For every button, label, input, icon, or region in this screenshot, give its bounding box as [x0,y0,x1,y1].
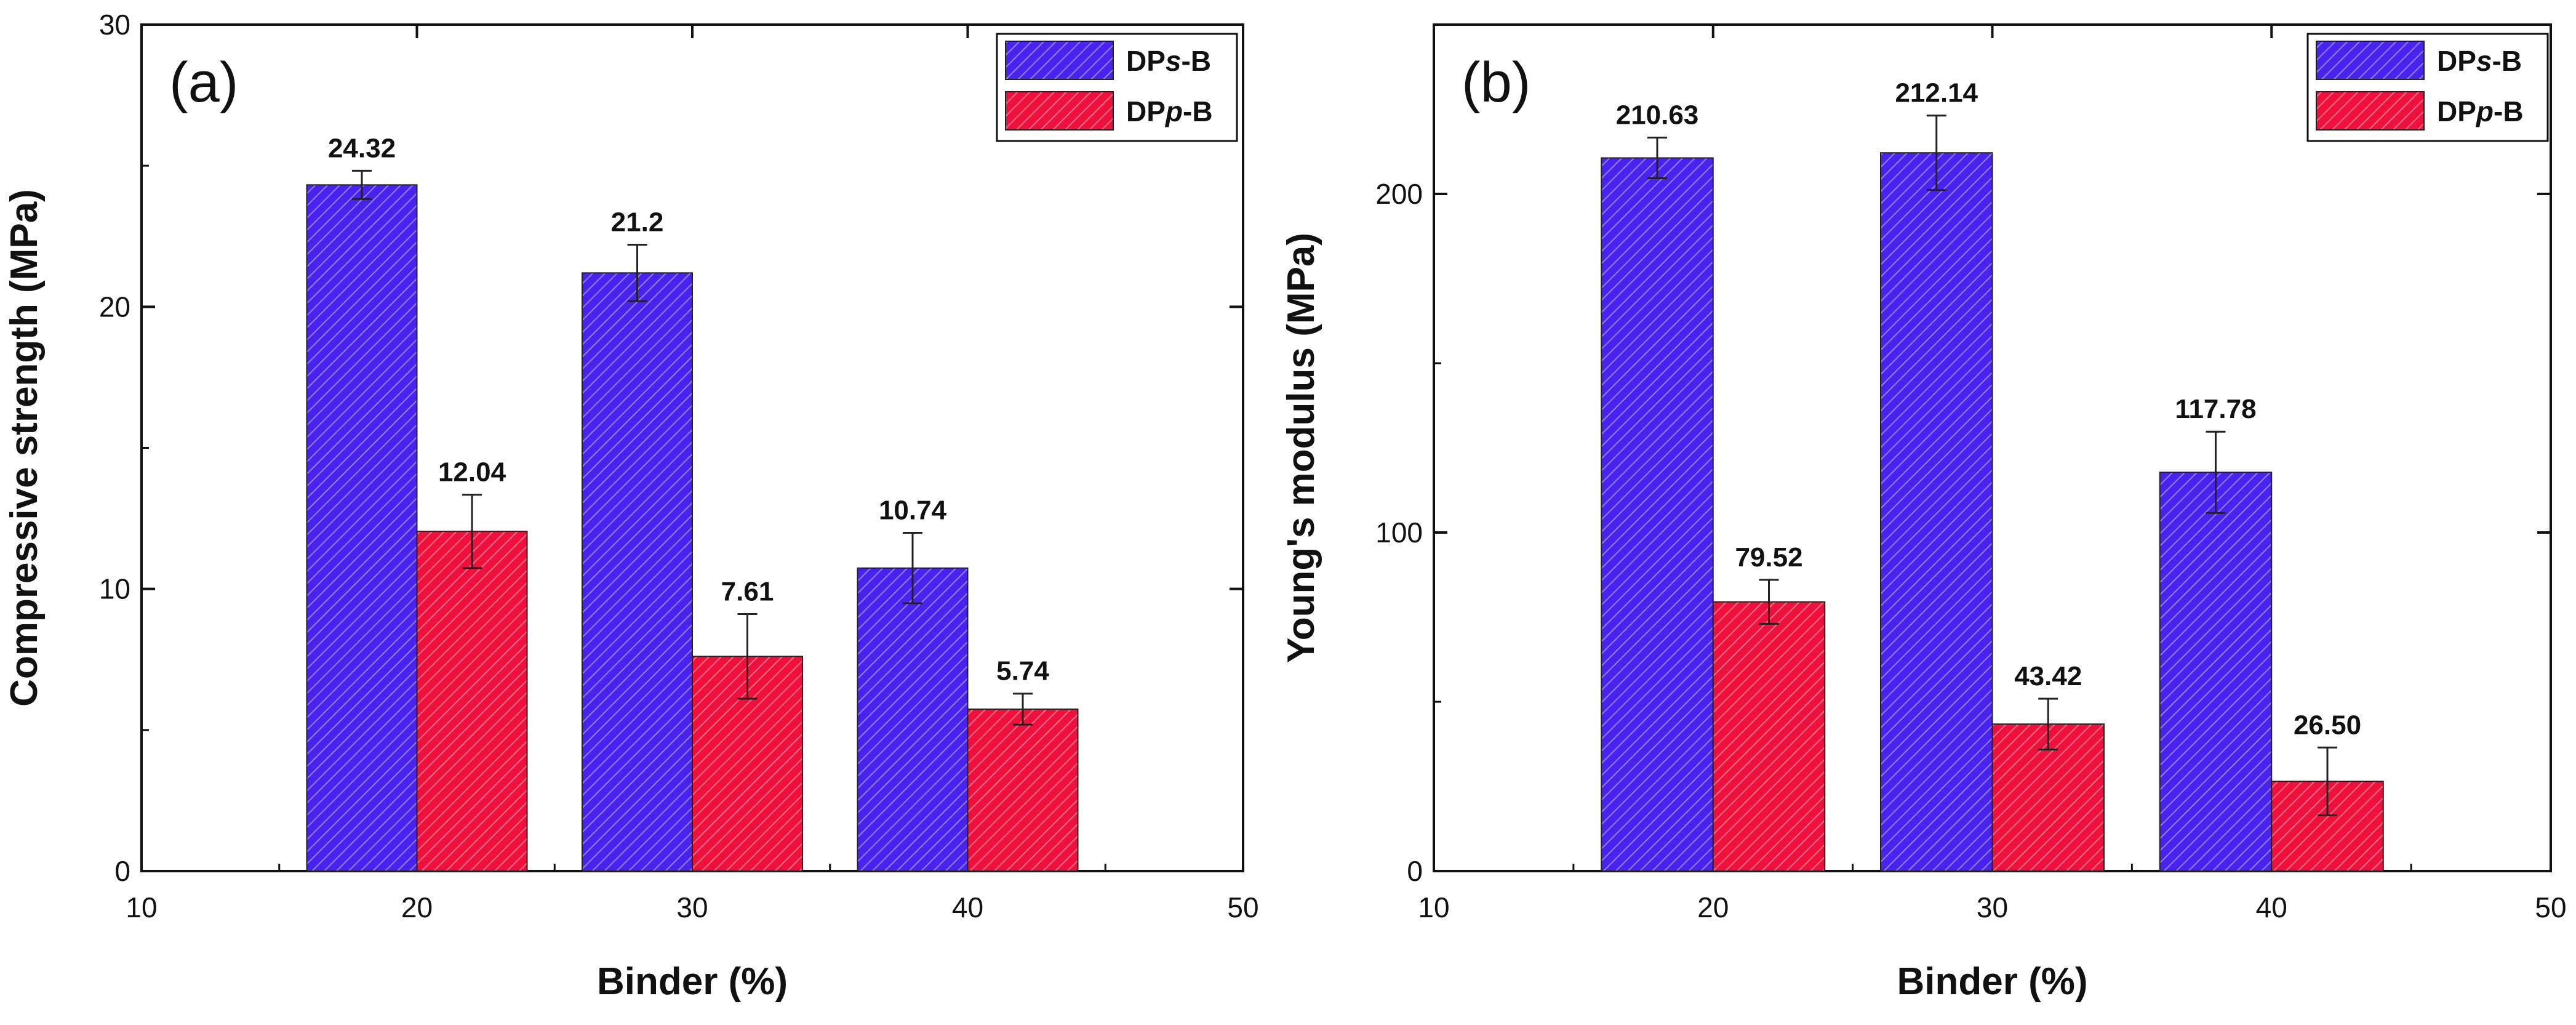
bar-dps-b-30 [1880,152,1993,872]
data-label: 26.50 [2294,710,2361,740]
legend-entry-label: DPp-B [2437,95,2524,127]
y-axis-title: Young's modulus (MPa) [1280,233,1322,663]
data-label: 5.74 [996,656,1049,686]
chart-panel-b: 0 100 200 10 20 30 40 50 Binder (%) Young's modul… [1280,23,2567,1003]
x-tick-label: 40 [952,891,983,923]
x-tick-label: 50 [1227,891,1258,923]
panel-label: (a) [169,51,238,114]
bar-dps-b-20 [306,184,418,872]
data-label: 79.52 [1735,542,1802,573]
legend-swatch [2316,41,2425,80]
x-tick-label: 20 [1697,891,1729,923]
x-axis-title: Binder (%) [597,960,788,1003]
bar-dpp-b-20 [1712,601,1826,872]
bar-dps-b-20 [1601,157,1714,872]
legend: DPs-B DPp-B [2306,33,2549,142]
panel-label: (b) [1462,51,1530,114]
y-tick-label: 20 [99,291,130,323]
error-bar [737,613,758,700]
legend: DPs-B DPp-B [996,33,1238,142]
chart-panel-a: 0 10 20 30 10 20 30 40 50 Binder (%) Compressive s… [3,9,1259,1003]
error-bar [903,531,922,605]
x-tick-label: 20 [401,891,433,923]
x-axis-title: Binder (%) [1897,960,2088,1003]
data-label: 24.32 [328,133,396,163]
data-label: 21.2 [611,207,664,238]
bar-dps-b-40 [2159,472,2273,872]
data-label: 117.78 [2175,394,2256,424]
data-label: 43.42 [2014,661,2082,691]
error-bar [2038,697,2058,750]
y-tick-label: 0 [114,855,130,887]
y-tick-label: 10 [99,573,130,605]
bar-dpp-b-20 [416,531,528,872]
y-axis-title: Compressive strength (MPa) [3,189,46,707]
data-label: 7.61 [721,576,774,606]
error-bar [462,494,482,569]
x-tick-label: 10 [126,891,157,923]
error-bar [627,244,647,302]
legend-swatch [1005,41,1114,80]
legend-swatch [2316,91,2425,131]
error-bar [352,169,372,200]
error-bar [1647,137,1667,180]
y-tick-label: 200 [1375,178,1423,210]
legend-entry-label: DPs-B [1126,45,1211,77]
x-tick-label: 10 [1418,891,1449,923]
data-label: 10.74 [879,495,947,525]
error-bar [1013,693,1033,726]
y-tick-label: 0 [1407,855,1423,887]
bar-dps-b-40 [857,567,969,872]
x-tick-label: 40 [2256,891,2287,923]
legend-swatch [1005,91,1114,131]
bar-dps-b-30 [582,272,693,872]
data-label: 12.04 [438,457,506,488]
error-bar [1759,579,1779,625]
y-tick-label: 100 [1375,517,1423,549]
error-bar [1926,115,1946,191]
x-tick-label: 30 [1977,891,2008,923]
x-tick-label: 50 [2535,891,2566,923]
data-label: 212.14 [1895,78,1978,108]
y-tick-label: 30 [99,9,130,41]
data-label: 210.63 [1616,100,1699,131]
error-bar [2206,430,2226,514]
legend-entry-label: DPs-B [2437,45,2522,77]
error-bar [2318,746,2337,816]
legend-entry-label: DPp-B [1126,95,1213,127]
x-tick-label: 30 [676,891,708,923]
bar-dpp-b-40 [967,708,1079,872]
